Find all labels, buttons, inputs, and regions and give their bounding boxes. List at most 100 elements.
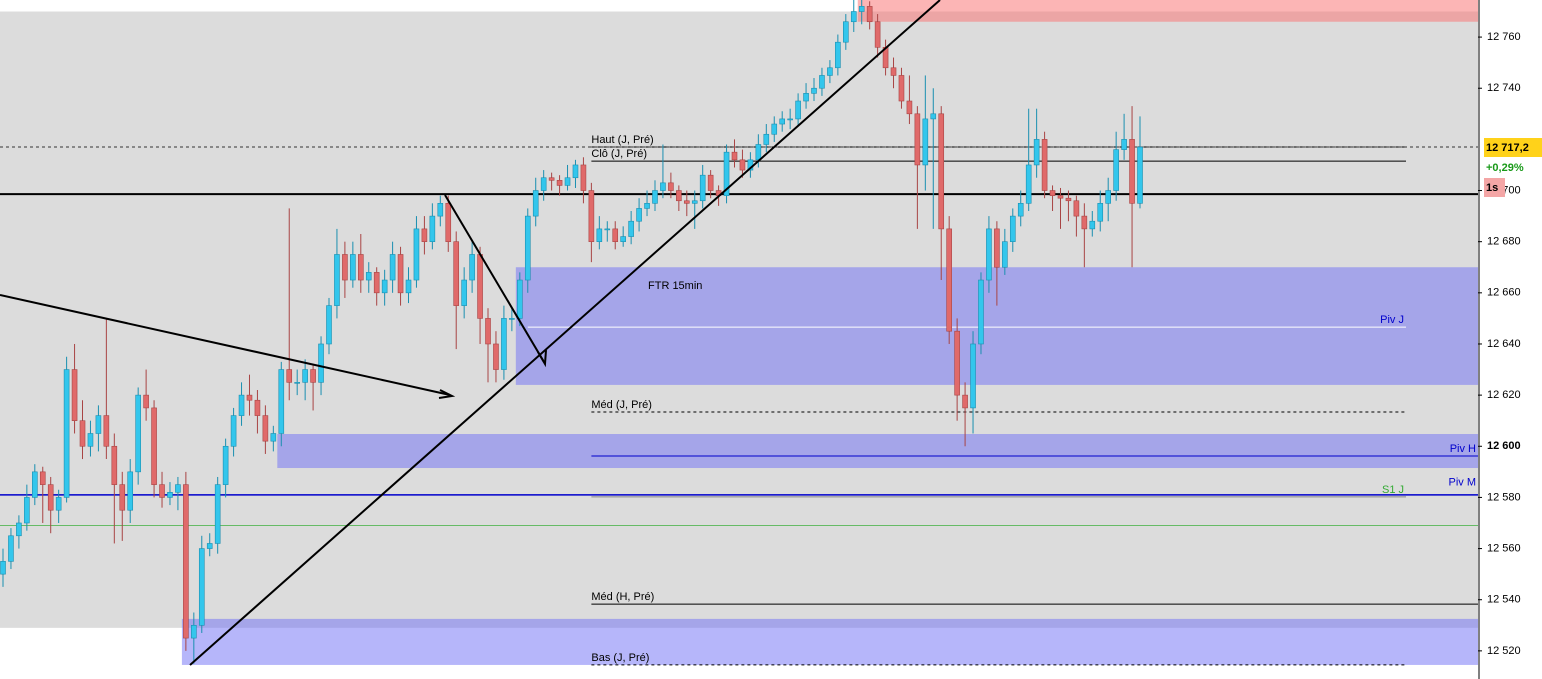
candle-body — [445, 203, 452, 242]
candle-body — [1033, 139, 1040, 166]
candle-body — [127, 471, 134, 511]
candle-body — [755, 144, 762, 161]
y-tick-label: 12 640 — [1487, 338, 1521, 350]
candle-body — [294, 382, 300, 384]
y-tick-label: 12 740 — [1487, 82, 1521, 94]
candle-body — [540, 177, 547, 191]
price-box — [1484, 138, 1542, 157]
candle-body — [151, 407, 157, 485]
candle-body — [183, 484, 189, 639]
candle-body — [270, 433, 277, 442]
candle-body — [763, 133, 770, 145]
candle-body — [429, 215, 436, 242]
zone — [857, 0, 1478, 22]
candle-body — [381, 279, 388, 294]
candle-body — [898, 75, 905, 102]
y-tick-label: 12 660 — [1487, 287, 1521, 299]
candle-body — [334, 254, 340, 306]
candle-body — [628, 220, 634, 237]
candle-body — [779, 118, 786, 125]
candle-body — [556, 179, 563, 186]
candle-body — [357, 254, 364, 281]
candle-body — [588, 190, 595, 242]
candle-body — [167, 492, 173, 498]
candle-body — [1137, 146, 1143, 204]
candle-body — [119, 484, 126, 511]
zones — [0, 0, 1479, 665]
candle-body — [55, 497, 62, 511]
candle-body — [978, 279, 984, 345]
candle-body — [326, 305, 332, 345]
candle-body — [803, 93, 809, 102]
y-tick-label: 12 680 — [1487, 236, 1521, 248]
candle-body — [890, 67, 897, 76]
timer-label: 1s — [1486, 182, 1498, 194]
level-label: Piv M — [1449, 477, 1477, 489]
candle-body — [87, 433, 94, 447]
candle-body — [71, 369, 78, 421]
candle-body — [477, 254, 483, 319]
candle-body — [699, 174, 706, 202]
candle-body — [1129, 139, 1135, 204]
axis-panel — [1478, 0, 1542, 679]
candle-body — [731, 151, 738, 161]
level-label: Méd (H, Pré) — [591, 591, 654, 603]
candle-body — [739, 159, 746, 171]
candles — [0, 0, 1143, 664]
y-tick-label: 12 540 — [1487, 594, 1521, 606]
candle-body — [111, 445, 118, 485]
candle-body — [1041, 139, 1048, 191]
candle-body — [723, 151, 730, 196]
candle-body — [278, 369, 285, 434]
y-tick-label: 12 560 — [1487, 542, 1521, 554]
candle-body — [1113, 149, 1119, 191]
candle-body — [795, 100, 801, 120]
candle-body — [660, 182, 666, 191]
candle-body — [461, 279, 467, 306]
level-label: Haut (J, Pré) — [591, 134, 653, 146]
candle-body — [811, 87, 817, 94]
candle-body — [509, 318, 515, 320]
candle-body — [373, 272, 380, 294]
candle-body — [874, 21, 881, 48]
candle-body — [437, 203, 444, 217]
y-tick-label: 12 600 — [1487, 440, 1521, 452]
trend-drawings — [0, 0, 941, 666]
candle-body — [930, 113, 937, 120]
level-label: Bas (J, Pré) — [591, 652, 649, 664]
candle-body — [691, 200, 698, 204]
candle-body — [835, 41, 841, 69]
candle-body — [1065, 197, 1072, 202]
candle-body — [970, 343, 976, 409]
candle-body — [350, 254, 356, 281]
candle-body — [39, 471, 46, 485]
level-label: S1 J — [1382, 484, 1404, 496]
candle-body — [262, 415, 269, 442]
candle-body — [79, 420, 86, 447]
level-lines: Haut (J, Pré) Clô (J, Pré) Piv J Méd (J, Pr… — [0, 134, 1478, 666]
y-tick-label: 12 620 — [1487, 389, 1521, 401]
candle-body — [1089, 220, 1096, 230]
candle-body — [63, 369, 70, 498]
candle-body — [548, 177, 555, 181]
candle-body — [914, 113, 921, 166]
candle-body — [1049, 190, 1056, 196]
candle-body — [564, 177, 571, 186]
candle-body — [652, 190, 658, 204]
candle-body — [906, 100, 913, 115]
candle-body — [191, 624, 197, 639]
candle-body — [644, 203, 650, 209]
candle-body — [8, 535, 14, 562]
candle-body — [413, 228, 420, 281]
candle-body — [397, 254, 404, 294]
candle-body — [238, 394, 245, 416]
candle-body — [668, 182, 674, 191]
candle-body — [517, 279, 523, 319]
arrow-head — [537, 349, 547, 368]
candle-body — [421, 228, 428, 242]
candle-body — [580, 164, 587, 191]
candle-body — [683, 200, 690, 204]
timer-box — [1484, 178, 1505, 197]
candle-body — [636, 208, 642, 222]
